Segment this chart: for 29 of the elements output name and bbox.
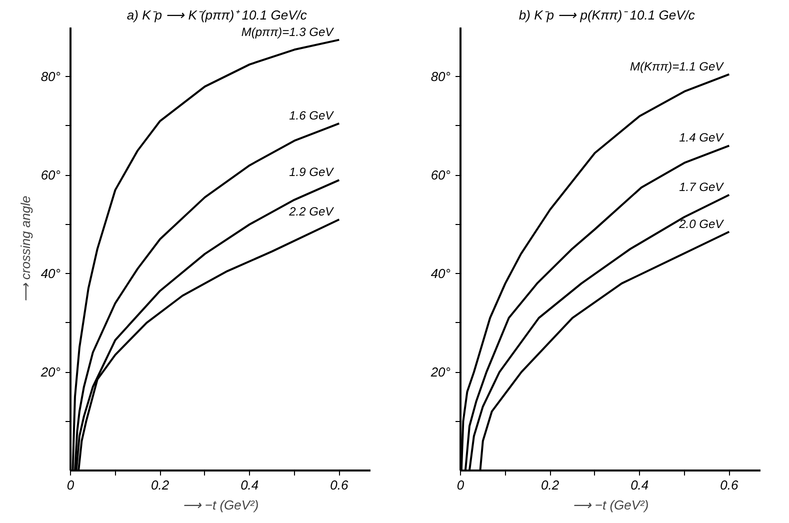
x-tick-label: 0 xyxy=(66,478,75,492)
y-tick-label: 40° xyxy=(430,266,451,282)
x-tick-label: 0.4 xyxy=(630,478,649,492)
y-tick-label: 60° xyxy=(430,168,451,183)
x-axis-title: ⟶ −t (GeV²) xyxy=(182,498,259,512)
x-tick-label: 0.6 xyxy=(330,478,349,492)
x-tick-label: 0.6 xyxy=(720,478,739,492)
series-label: 1.6 GeV xyxy=(289,108,334,122)
y-tick-label: 80° xyxy=(430,69,451,84)
series-label: 1.7 GeV xyxy=(679,180,724,194)
x-axis-title: ⟶ −t (GeV²) xyxy=(572,498,649,512)
x-tick-label: 0.2 xyxy=(541,478,560,492)
series-label: M(pππ)=1.3 GeV xyxy=(241,24,334,39)
series-label: 2.2 GeV xyxy=(288,204,334,218)
x-tick-label: 0 xyxy=(456,478,465,492)
y-tick-label: 20° xyxy=(430,364,451,380)
series-label: 1.4 GeV xyxy=(679,130,724,145)
x-tick-label: 0.2 xyxy=(151,478,170,492)
series-label: 1.9 GeV xyxy=(289,165,334,180)
y-tick-label: 40° xyxy=(40,266,61,282)
chart-title: a) K⁻p ⟶ K⁻(pππ)⁺ 10.1 GeV/c xyxy=(126,8,308,22)
y-axis-title: ⟶ crossing angle xyxy=(18,196,33,302)
y-tick-label: 60° xyxy=(40,168,61,183)
series-label: M(Kππ)=1.1 GeV xyxy=(630,59,724,74)
x-tick-label: 0.4 xyxy=(240,478,259,492)
y-tick-label: 20° xyxy=(40,364,61,380)
series-label: 2.0 GeV xyxy=(678,216,724,231)
chart-title: b) K⁻p ⟶ p(Kππ)⁻ 10.1 GeV/c xyxy=(518,8,696,22)
y-tick-label: 80° xyxy=(40,69,61,84)
